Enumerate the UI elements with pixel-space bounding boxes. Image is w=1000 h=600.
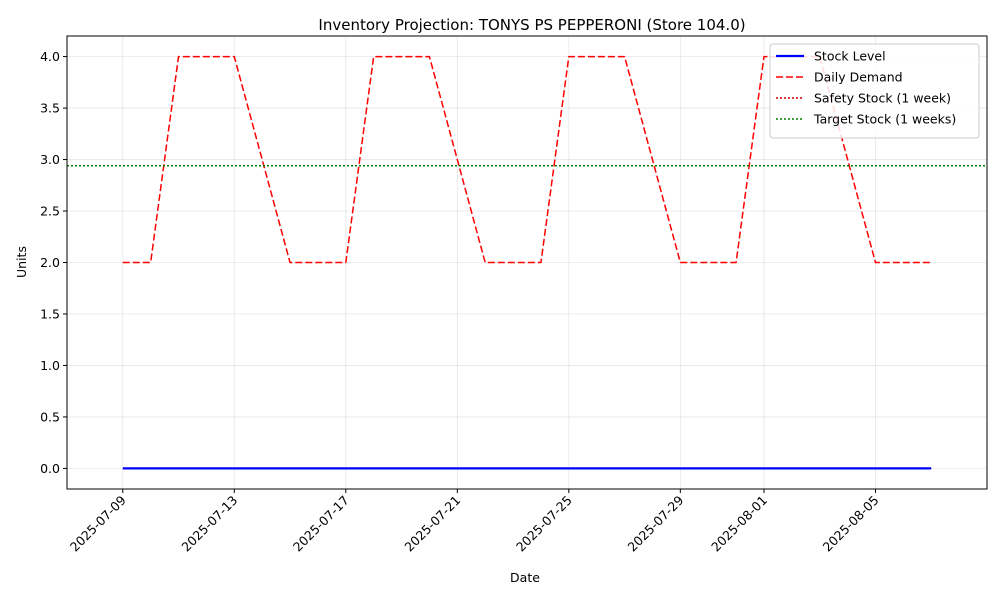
y-axis: 0.0 0.5 1.0 1.5 2.0 2.5 3.0 3.5 4.0 xyxy=(40,49,67,476)
legend-label-1: Daily Demand xyxy=(814,70,903,85)
legend: Stock Level Daily Demand Safety Stock (1 w… xyxy=(769,43,980,139)
y-tick-label: 1.0 xyxy=(40,358,60,373)
y-tick-label: 2.5 xyxy=(40,204,60,219)
chart-title: Inventory Projection: TONYS PS PEPPERONI… xyxy=(318,16,745,34)
y-tick-label: 1.5 xyxy=(40,306,60,321)
y-tick-label: 2.0 xyxy=(40,255,60,270)
x-axis-title: Date xyxy=(510,570,540,585)
y-tick-label: 4.0 xyxy=(40,49,60,64)
y-tick-label: 3.0 xyxy=(40,152,60,167)
y-tick-label: 3.5 xyxy=(40,101,60,116)
y-tick-label: 0.0 xyxy=(40,461,60,476)
legend-label-3: Target Stock (1 weeks) xyxy=(813,112,956,127)
y-axis-title: Units xyxy=(14,246,29,278)
legend-box xyxy=(769,43,980,139)
y-tick-label: 0.5 xyxy=(40,409,60,424)
legend-label-2: Safety Stock (1 week) xyxy=(814,91,951,106)
legend-label-0: Stock Level xyxy=(814,49,886,64)
